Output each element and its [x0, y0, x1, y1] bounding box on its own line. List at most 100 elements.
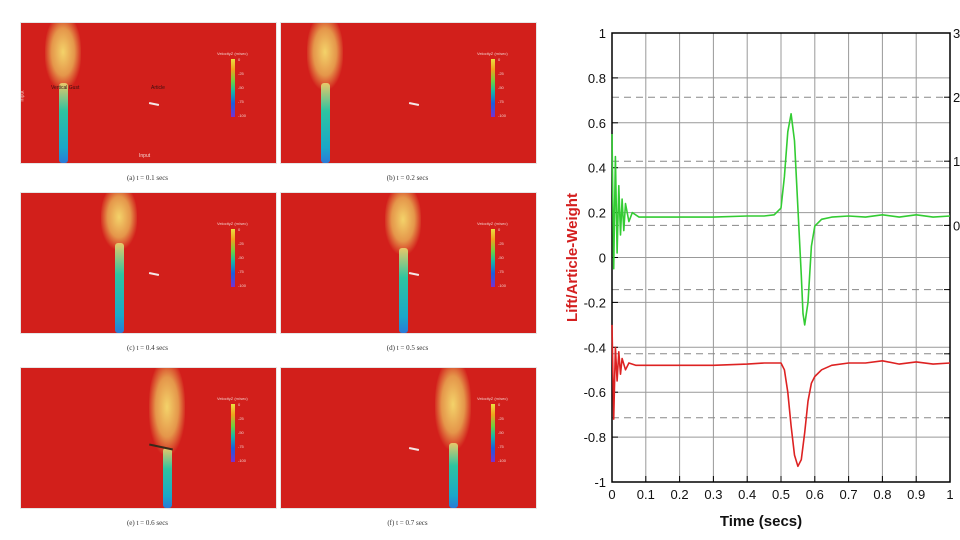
plume [435, 368, 471, 449]
colorbar-tick: -25 [498, 71, 504, 76]
y-tick-label: -1 [594, 475, 606, 490]
x-tick-label: 0.2 [671, 487, 689, 502]
colorbar-tick: -100 [498, 458, 507, 463]
colorbar [491, 59, 495, 117]
article-marker [148, 101, 160, 107]
colorbar-tick: -75 [498, 99, 504, 104]
colorbar-tick: -25 [238, 416, 244, 421]
colorbar-tick: -75 [498, 269, 504, 274]
colorbar [231, 59, 235, 117]
colorbar-tick: -25 [498, 241, 504, 246]
legend-title: VelocityZ (m/sec) [217, 221, 248, 226]
colorbar-tick: -25 [238, 241, 244, 246]
x-axis-title: Time (secs) [720, 513, 802, 530]
article-marker [148, 271, 160, 277]
plume [101, 193, 137, 249]
colorbar-tick: -50 [498, 430, 504, 435]
right-tick-label: 3 [953, 26, 960, 41]
article-label: Article [151, 85, 165, 91]
colorbar-tick: 0 [498, 227, 501, 232]
legend-title: VelocityZ (m/sec) [217, 51, 248, 56]
panel-caption: (f) t = 0.7 secs [387, 519, 428, 527]
jet-stream [115, 243, 124, 333]
jet-stream [59, 83, 68, 163]
colorbar-tick: -75 [498, 444, 504, 449]
x-tick-label: 0.4 [738, 487, 756, 502]
y-axis-title: Lift/Article-Weight [564, 193, 581, 322]
plume [45, 23, 81, 89]
plume [385, 193, 421, 254]
x-tick-label: 0 [608, 487, 615, 502]
jet-stream [449, 443, 458, 508]
vertical-input-label: Input [20, 90, 26, 102]
plume [149, 368, 185, 454]
colorbar-tick: -100 [238, 283, 247, 288]
y-tick-label: -0.8 [584, 430, 606, 445]
colorbar-tick: -75 [238, 269, 244, 274]
x-tick-label: 0.8 [873, 487, 891, 502]
sim-panel: VelocityZ (m/sec) 0 -25 -50 -75 -100 [280, 22, 537, 164]
jet-label: Vertical Gust [51, 85, 80, 91]
colorbar-tick: -50 [238, 85, 244, 90]
y-tick-label: 0.4 [588, 161, 606, 176]
legend-title: VelocityZ (m/sec) [477, 396, 508, 401]
colorbar-tick: -25 [238, 71, 244, 76]
article-marker [408, 446, 420, 452]
sim-panel: VelocityZ (m/sec) 0 -25 -50 -75 -100 Input Inpu… [20, 22, 277, 164]
panel-caption: (d) t = 0.5 secs [386, 344, 429, 352]
colorbar-tick: -100 [498, 283, 507, 288]
lift-chart: 0 0.1 0.2 0.3 0.4 0.5 0.6 0.7 0.8 0.9 1 1 0.8 0.6 0.4 0… [564, 26, 960, 530]
colorbar-tick: -75 [238, 444, 244, 449]
series-line-1 [611, 113, 951, 326]
colorbar [491, 404, 495, 462]
y-tick-label: -0.4 [584, 340, 606, 355]
x-tick-label: 0.3 [704, 487, 722, 502]
colorbar-tick: 0 [238, 402, 241, 407]
sim-panel: VelocityZ (m/sec) 0 -25 -50 -75 -100 [20, 367, 277, 509]
x-tick-label: 0.6 [806, 487, 824, 502]
series-line-2 [611, 324, 951, 468]
colorbar [491, 229, 495, 287]
right-tick-label: 0 [953, 218, 960, 233]
article-marker [408, 101, 420, 107]
legend-title: VelocityZ (m/sec) [217, 396, 248, 401]
legend-title: VelocityZ (m/sec) [477, 51, 508, 56]
y-tick-label: 0.6 [588, 116, 606, 131]
jet-stream [399, 248, 408, 333]
colorbar-tick: -100 [498, 113, 507, 118]
panel-caption: (a) t = 0.1 secs [126, 174, 169, 182]
colorbar-tick: -100 [238, 113, 247, 118]
sim-panel: VelocityZ (m/sec) 0 -25 -50 -75 -100 [20, 192, 277, 334]
colorbar-tick: -50 [238, 430, 244, 435]
colorbar-tick: -50 [238, 255, 244, 260]
plume [307, 23, 343, 89]
colorbar-tick: 0 [238, 227, 241, 232]
colorbar-tick: -50 [498, 255, 504, 260]
panel-caption: (b) t = 0.2 secs [386, 174, 429, 182]
jet-stream [321, 83, 330, 163]
y-tick-label: 0.8 [588, 71, 606, 86]
right-tick-label: 2 [953, 90, 960, 105]
bottom-input-label: Input [139, 153, 151, 159]
colorbar-tick: 0 [238, 57, 241, 62]
x-tick-label: 1 [946, 487, 953, 502]
colorbar-tick: -75 [238, 99, 244, 104]
colorbar-tick: 0 [498, 57, 501, 62]
right-tick-label: 1 [953, 154, 960, 169]
legend-title: VelocityZ (m/sec) [477, 221, 508, 226]
colorbar-tick: -50 [498, 85, 504, 90]
y-tick-label: 0 [599, 251, 606, 266]
colorbar-tick: 0 [498, 402, 501, 407]
colorbar-tick: -25 [498, 416, 504, 421]
article-marker [408, 271, 420, 277]
sim-panel: VelocityZ (m/sec) 0 -25 -50 -75 -100 [280, 192, 537, 334]
panel-caption: (c) t = 0.4 secs [126, 344, 169, 352]
y-tick-label: 0.2 [588, 206, 606, 221]
panel-caption: (e) t = 0.6 secs [126, 519, 169, 527]
colorbar [231, 229, 235, 287]
x-tick-label: 0.7 [840, 487, 858, 502]
y-tick-label: -0.2 [584, 295, 606, 310]
y-tick-label: -0.6 [584, 385, 606, 400]
x-tick-label: 0.1 [637, 487, 655, 502]
x-tick-label: 0.9 [907, 487, 925, 502]
